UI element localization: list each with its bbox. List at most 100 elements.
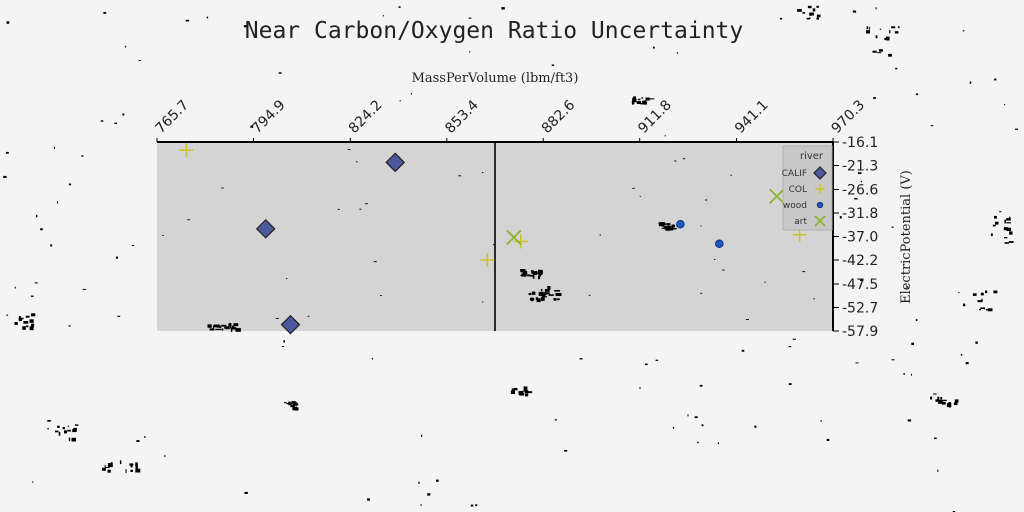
noise-speck (955, 399, 959, 402)
noise-speck (916, 93, 918, 95)
noise-speck (117, 316, 120, 317)
noise-speck (529, 293, 532, 295)
noise-speck (283, 340, 285, 343)
noise-speck (856, 362, 859, 363)
noise-speck (814, 10, 816, 12)
noise-speck (544, 292, 550, 294)
noise-speck (600, 235, 601, 236)
noise-speck (383, 15, 384, 16)
noise-speck (245, 492, 248, 494)
noise-speck (697, 442, 699, 443)
noise-speck (638, 99, 641, 100)
noise-speck (380, 295, 382, 296)
noise-speck (67, 430, 71, 432)
noise-speck (821, 420, 822, 422)
noise-speck (988, 308, 993, 311)
y-tick-label: -37.0 (842, 230, 878, 246)
noise-speck (911, 374, 912, 376)
x-tick-label: 794.9 (249, 97, 289, 137)
x-ticks: 765.7 794.9 824.2 853.4 882.6 911.8 941.1 970.3 (153, 97, 869, 142)
noise-speck (525, 394, 528, 397)
noise-speck (521, 275, 525, 276)
noise-speck (54, 147, 55, 149)
noise-speck (722, 270, 724, 271)
x-tick-label: 824.2 (346, 97, 386, 137)
noise-speck (973, 293, 977, 296)
noise-speck (282, 346, 284, 347)
legend-title: river (800, 151, 824, 162)
noise-speck (555, 419, 557, 420)
noise-speck (1004, 104, 1005, 105)
y-tick-label: -16.1 (842, 135, 878, 151)
noise-speck (55, 431, 59, 433)
noise-speck (827, 439, 830, 441)
noise-speck (31, 296, 34, 297)
noise-speck (793, 339, 796, 340)
noise-speck (31, 326, 33, 329)
noise-speck (229, 323, 232, 326)
noise-speck (672, 228, 677, 230)
noise-speck (421, 435, 422, 437)
noise-speck (356, 161, 358, 162)
noise-speck (641, 97, 643, 98)
legend-label: wood (783, 201, 807, 211)
noise-speck (869, 27, 870, 31)
noise-speck (933, 393, 936, 394)
noise-speck (279, 72, 282, 74)
noise-speck (817, 15, 821, 18)
noise-speck (993, 291, 997, 294)
noise-speck (367, 498, 370, 500)
noise-speck (69, 325, 71, 326)
noise-speck (365, 203, 368, 204)
noise-speck (36, 215, 38, 217)
noise-speck (26, 316, 30, 318)
noise-speck (765, 282, 766, 283)
noise-speck (660, 223, 662, 225)
noise-speck (853, 11, 856, 13)
noise-speck (797, 9, 802, 12)
noise-speck (947, 403, 951, 407)
data-point-wood (677, 220, 685, 228)
noise-speck (226, 326, 230, 329)
noise-speck (292, 408, 294, 410)
noise-speck (458, 175, 461, 176)
noise-speck (1009, 241, 1014, 243)
noise-speck (649, 98, 654, 99)
noise-speck (908, 419, 911, 421)
x-tick-label: 882.6 (539, 97, 579, 137)
noise-speck (47, 428, 49, 429)
noise-speck (891, 26, 895, 28)
noise-speck (221, 188, 223, 189)
chart-title: Near Carbon/Oxygen Ratio Uncertainty (245, 18, 744, 44)
noise-speck (57, 426, 60, 428)
y-tick-label: -52.7 (842, 300, 878, 316)
noise-speck (879, 49, 883, 52)
noise-speck (892, 227, 894, 228)
legend-label: CALIF (782, 169, 807, 179)
noise-speck (136, 466, 138, 469)
noise-speck (892, 359, 895, 360)
noise-speck (958, 292, 959, 293)
noise-speck (700, 293, 702, 294)
noise-speck (662, 224, 665, 226)
noise-speck (482, 302, 483, 303)
noise-speck (72, 438, 77, 442)
noise-speck (217, 326, 219, 328)
legend-label: COL (789, 185, 807, 195)
noise-speck (807, 18, 810, 20)
noise-speck (348, 149, 351, 150)
noise-speck (122, 114, 124, 116)
noise-speck (59, 432, 61, 436)
noise-speck (730, 175, 732, 176)
noise-speck (966, 362, 969, 364)
noise-speck (427, 493, 430, 495)
noise-speck (139, 60, 141, 61)
noise-speck (695, 416, 698, 418)
noise-speck (674, 161, 676, 162)
noise-speck (126, 469, 127, 473)
noise-speck (532, 292, 536, 295)
noise-speck (436, 480, 439, 482)
noise-speck (640, 387, 641, 389)
noise-speck (981, 299, 982, 302)
noise-speck (934, 438, 937, 440)
